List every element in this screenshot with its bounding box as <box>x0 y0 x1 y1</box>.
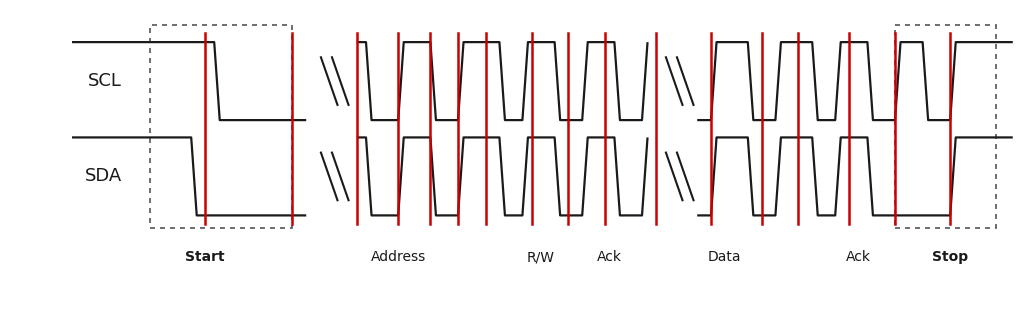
Text: R/W: R/W <box>527 250 554 264</box>
Text: SCL: SCL <box>88 72 122 90</box>
Text: Ack: Ack <box>846 250 871 264</box>
Bar <box>149 25 293 229</box>
Text: SDA: SDA <box>85 168 122 186</box>
Text: Address: Address <box>370 250 426 264</box>
Bar <box>895 25 996 229</box>
Text: Data: Data <box>708 250 742 264</box>
Text: Stop: Stop <box>932 250 969 264</box>
Text: Ack: Ack <box>597 250 622 264</box>
Text: Start: Start <box>185 250 225 264</box>
